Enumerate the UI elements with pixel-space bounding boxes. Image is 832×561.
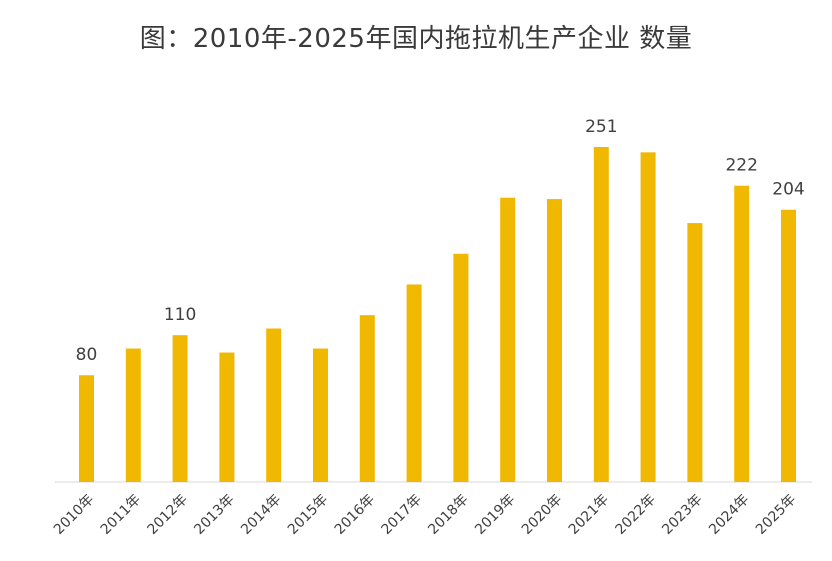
x-tick-label: 2021年 [566,492,612,538]
x-tick-label: 2017年 [379,492,425,538]
bar-2024年 [734,185,750,482]
x-tick-label: 2014年 [238,492,284,538]
bar-2010年 [79,375,94,482]
x-tick-label: 2022年 [613,492,659,538]
x-tick-label: 2025年 [753,492,799,538]
bar-2019年 [500,197,516,482]
bar-2025年 [781,209,796,483]
bar-2015年 [313,348,328,482]
x-tick-label: 2019年 [472,492,518,538]
x-tick-label: 2013年 [191,492,237,538]
bar-2020年 [547,199,562,482]
x-tick-label: 2016年 [332,492,378,538]
x-tick-label: 2024年 [706,492,752,538]
x-tick-label: 2020年 [519,492,565,538]
bar-2018年 [453,253,469,482]
chart-title: 图：2010年-2025年国内拖拉机生产企业 数量 [139,24,693,54]
bar-2011年 [125,348,141,482]
bar-2017年 [406,284,422,482]
x-tick-label: 2015年 [285,492,331,538]
data-label-2010年: 80 [76,345,98,365]
x-tick-label: 2011年 [98,492,144,538]
bar-2013年 [219,352,235,482]
bar-2023年 [687,223,703,483]
data-label-2024年: 222 [725,156,757,176]
data-label-2021年: 251 [585,117,617,137]
data-label-2012年: 110 [164,305,196,325]
bar-2021年 [593,147,609,482]
bar-2016年 [359,315,375,482]
x-tick-label: 2010年 [51,492,97,538]
bar-2014年 [266,328,282,482]
x-tick-label: 2018年 [425,492,471,538]
data-label-2025年: 204 [772,180,804,200]
bar-2012年 [172,335,188,482]
bar-2022年 [640,152,656,483]
x-tick-label: 2023年 [659,492,705,538]
x-tick-label: 2012年 [145,492,191,538]
